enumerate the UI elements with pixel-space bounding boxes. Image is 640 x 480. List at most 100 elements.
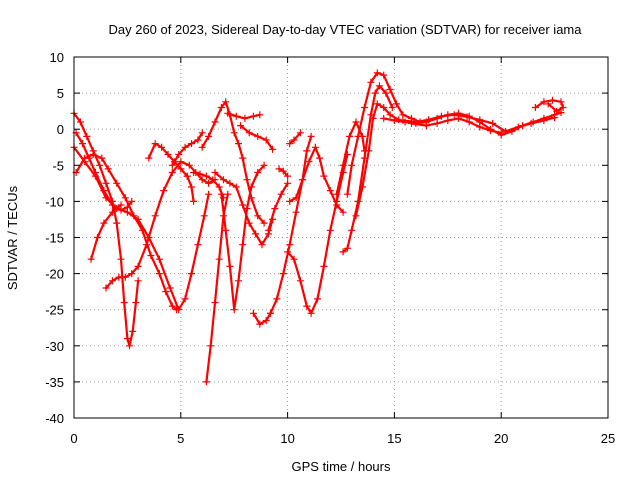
data-point [320, 262, 328, 270]
data-point [132, 299, 140, 306]
data-point [217, 190, 225, 198]
data-point [211, 118, 219, 126]
series-trace [72, 146, 210, 311]
data-point [128, 197, 136, 205]
data-point [553, 107, 561, 115]
data-point [96, 161, 104, 169]
data-point [115, 273, 123, 281]
series-trace [171, 131, 204, 167]
data-point [557, 98, 565, 106]
series-pass-18 [264, 179, 292, 234]
data-point [371, 89, 379, 97]
data-point [346, 132, 353, 140]
data-point [123, 208, 131, 216]
data-point [286, 241, 294, 249]
series-pass-04 [72, 151, 180, 314]
data-point [198, 143, 206, 151]
data-point [412, 118, 420, 126]
data-point [202, 172, 210, 180]
data-point [190, 169, 198, 176]
data-point [249, 112, 257, 120]
data-point [102, 194, 110, 202]
data-point [205, 132, 213, 140]
data-point [373, 100, 381, 108]
data-point [222, 98, 230, 106]
data-point [256, 111, 264, 119]
data-point [290, 136, 298, 144]
series-layer [70, 69, 567, 386]
data-point [194, 136, 202, 144]
data-point [194, 241, 202, 249]
data-point [147, 252, 155, 259]
data-point [386, 111, 394, 119]
data-point [284, 179, 292, 187]
data-point [175, 151, 183, 158]
data-point [275, 165, 283, 173]
data-point [205, 190, 213, 198]
data-point [138, 226, 146, 234]
data-point [354, 132, 362, 140]
series-pass-01 [70, 109, 142, 350]
data-point [271, 205, 279, 213]
series-pass-29 [399, 111, 559, 135]
y-tick-label: -30 [45, 339, 64, 354]
y-axis-label: SDTVAR / TECUs [5, 185, 20, 290]
x-tick-label: 0 [70, 431, 77, 446]
data-point [284, 248, 292, 256]
data-point [527, 119, 535, 127]
data-point [173, 306, 180, 314]
x-tick-label: 10 [280, 431, 294, 446]
data-point [205, 179, 213, 187]
data-point [168, 302, 176, 310]
data-point [239, 154, 247, 162]
data-point [343, 244, 351, 252]
data-point [273, 295, 281, 303]
data-point [100, 219, 108, 227]
data-point [279, 167, 287, 175]
data-point [326, 187, 334, 195]
data-point [339, 248, 347, 256]
data-point [260, 161, 268, 169]
y-tick-label: -35 [45, 375, 64, 390]
y-tick-label: 0 [57, 122, 64, 137]
data-point [245, 129, 253, 137]
data-point [215, 255, 223, 263]
y-tick-label: -40 [45, 411, 64, 426]
data-point [258, 241, 266, 249]
y-tick-label: -10 [45, 194, 64, 209]
data-point [269, 145, 277, 153]
data-point [113, 179, 121, 187]
data-point [151, 140, 159, 148]
data-point [303, 147, 311, 155]
data-point [463, 113, 471, 121]
data-point [247, 183, 255, 191]
tick-layer [73, 56, 609, 419]
series-pass-20 [267, 132, 315, 317]
data-point [264, 226, 272, 234]
data-point [311, 143, 319, 151]
series-trace [342, 84, 394, 253]
data-point [399, 117, 407, 124]
data-point [382, 89, 390, 97]
data-point [185, 161, 193, 169]
data-point [290, 255, 298, 263]
data-point [121, 273, 129, 281]
data-point [437, 112, 445, 120]
data-point [188, 183, 195, 191]
data-point [252, 230, 260, 238]
data-point [177, 165, 185, 173]
data-point [160, 187, 168, 195]
series-pass-19 [275, 165, 292, 180]
data-point [386, 86, 394, 93]
data-point [230, 129, 238, 137]
data-point [373, 69, 381, 77]
data-point [540, 98, 548, 106]
data-point [254, 169, 262, 176]
data-point [188, 270, 195, 278]
data-point [224, 109, 232, 117]
data-point [232, 112, 240, 120]
data-point [303, 302, 311, 310]
data-point [235, 277, 242, 285]
